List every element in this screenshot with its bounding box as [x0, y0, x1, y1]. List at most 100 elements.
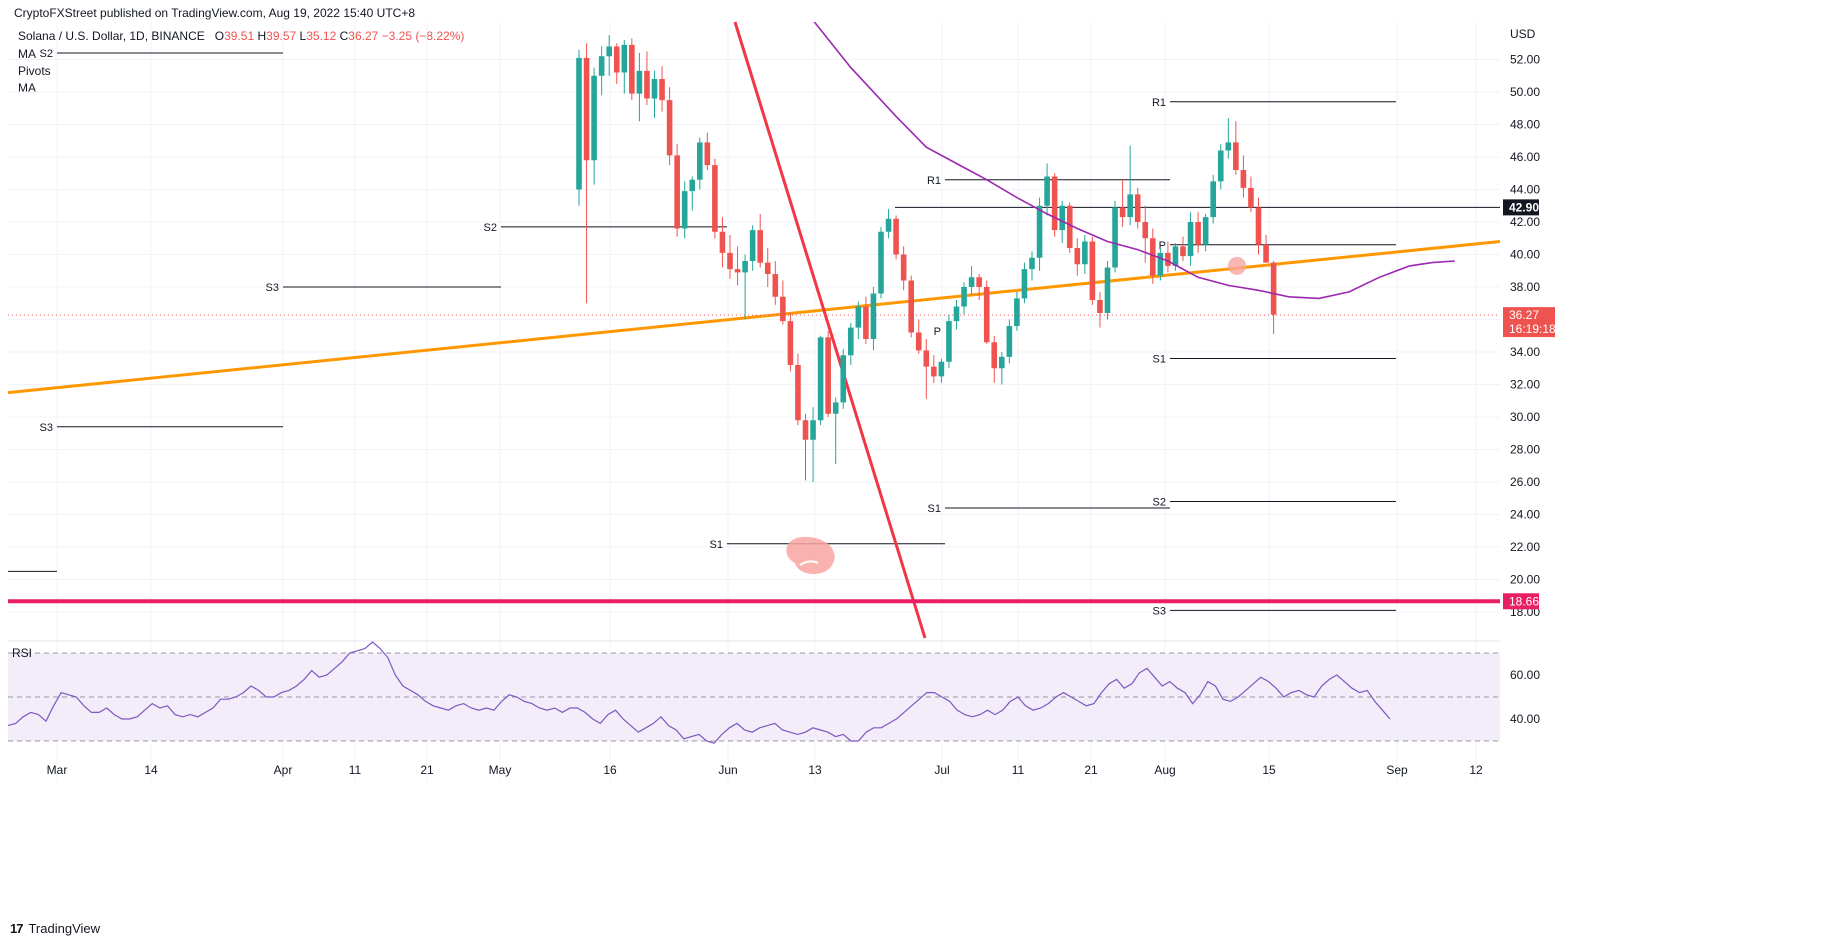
- candle-body: [659, 79, 665, 101]
- candle-body: [704, 142, 711, 166]
- rsi-tick-label: 40.00: [1510, 712, 1540, 726]
- pivot-label: R1: [1152, 97, 1166, 109]
- pivot-label: S1: [928, 503, 941, 515]
- open-value: 39.51: [224, 29, 255, 43]
- pivot-label: S1: [710, 539, 723, 551]
- moving-average-line: [813, 22, 1455, 300]
- candle-body: [772, 274, 779, 297]
- price-tick-label: 52.00: [1510, 53, 1540, 67]
- price-axis[interactable]: USD 52.00 50.00 48.00 46.00 44.00 42.00 40.00 38…: [1503, 27, 1556, 619]
- candle-body: [885, 218, 892, 232]
- rsi-line: [7, 641, 1391, 744]
- indicator-ma-1[interactable]: MA: [18, 47, 36, 61]
- footer-brand[interactable]: TradingView: [28, 921, 101, 936]
- price-tick-label: 32.00: [1510, 378, 1540, 392]
- candle-body: [681, 191, 688, 229]
- candle-body: [1006, 326, 1013, 357]
- pivot-label: S3: [266, 282, 279, 294]
- candle-body: [1233, 142, 1239, 170]
- candle-body: [1044, 176, 1050, 206]
- descending-trend-line: [733, 21, 927, 639]
- chart-header: CryptoFXStreet published on TradingView.…: [14, 6, 415, 20]
- candlestick-series: [576, 35, 1277, 482]
- time-tick-label: Jul: [934, 763, 949, 777]
- candle-body: [1180, 246, 1186, 257]
- candle-body: [629, 44, 635, 94]
- candle-body: [1082, 241, 1088, 265]
- candle-body: [576, 57, 582, 190]
- candle-body: [961, 287, 967, 307]
- price-tick-label: 30.00: [1510, 410, 1540, 424]
- axis-currency: USD: [1510, 27, 1536, 41]
- candle-body: [787, 321, 794, 365]
- candle-body: [1014, 298, 1020, 326]
- annotations: [786, 256, 1246, 575]
- candle-body: [991, 342, 998, 369]
- candle-body: [1051, 176, 1058, 231]
- candle-body: [621, 44, 628, 73]
- candle-body: [1089, 241, 1096, 300]
- candle-body: [878, 231, 884, 294]
- candle-body: [1127, 194, 1133, 218]
- price-tick-label: 50.00: [1510, 85, 1540, 99]
- time-tick-label: May: [489, 763, 512, 777]
- candle-body: [651, 79, 658, 99]
- price-tick-label: 48.00: [1510, 118, 1540, 132]
- price-tick-label: 44.00: [1510, 183, 1540, 197]
- pivot-label: S3: [40, 422, 53, 434]
- candle-body: [848, 327, 854, 356]
- close-label: C: [339, 29, 349, 43]
- time-tick-label: 11: [1012, 763, 1025, 777]
- price-badge-label: 42.90: [1509, 200, 1539, 214]
- pivot-label: S2: [40, 48, 53, 60]
- time-tick-label: Aug: [1154, 763, 1175, 777]
- published-info: CryptoFXStreet published on TradingView.…: [14, 6, 416, 20]
- price-tick-label: 34.00: [1510, 345, 1540, 359]
- symbol-title: Solana / U.S. Dollar, 1D, BINANCE: [18, 29, 205, 43]
- time-tick-label: 21: [420, 763, 434, 777]
- pivot-levels: S2 S3 S3 S2 S1 R1 P S1 S2 S3 R1 S1 P: [8, 48, 1500, 617]
- candle-body: [1172, 246, 1179, 266]
- rsi-tick-label: 60.00: [1510, 668, 1540, 682]
- candle-body: [598, 56, 605, 76]
- candle-body: [1248, 187, 1254, 208]
- time-axis[interactable]: Mar 14 Apr 11 21 May 16 Jun 13 Jul 11 21 Aug 15 Sep 12: [47, 763, 1483, 777]
- candle-body: [976, 277, 982, 287]
- candle-body: [734, 269, 741, 273]
- candle-body: [968, 277, 975, 287]
- candle-body: [1021, 269, 1028, 299]
- candle-body: [1202, 217, 1209, 245]
- price-badge-label: 18.66: [1509, 594, 1539, 608]
- pivot-label: S3: [1153, 605, 1166, 617]
- candle-body: [810, 420, 816, 440]
- symbol-legend: Solana / U.S. Dollar, 1D, BINANCE O39.51…: [18, 29, 464, 43]
- price-tick-label: 28.00: [1510, 443, 1540, 457]
- pivot-label: R1: [927, 175, 941, 187]
- candle-body: [674, 155, 680, 229]
- time-tick-label: 21: [1084, 763, 1098, 777]
- candle-body: [802, 420, 809, 440]
- candle-body: [953, 306, 960, 322]
- candle-body: [742, 261, 748, 273]
- time-tick-label: 14: [144, 763, 158, 777]
- candle-body: [908, 280, 914, 333]
- indicator-pivots[interactable]: Pivots: [18, 64, 51, 78]
- candle-body: [644, 70, 650, 99]
- candle-body: [1066, 205, 1073, 248]
- candle-body: [1074, 248, 1081, 265]
- price-badge-42: [1503, 199, 1539, 216]
- candle-body: [764, 262, 771, 274]
- price-tick-label: 38.00: [1510, 280, 1540, 294]
- candle-body: [1240, 170, 1247, 188]
- ascending-trend-line: [7, 240, 1501, 395]
- candle-body: [613, 46, 620, 73]
- candle-body: [1150, 238, 1156, 276]
- price-tick-label: 22.00: [1510, 540, 1540, 554]
- price-tick-label: 40.00: [1510, 248, 1540, 262]
- pivot-label: P: [934, 326, 941, 338]
- candle-body: [1112, 207, 1118, 268]
- candle-body: [780, 296, 786, 322]
- candle-body: [591, 75, 597, 161]
- trend-lines: [7, 21, 1501, 639]
